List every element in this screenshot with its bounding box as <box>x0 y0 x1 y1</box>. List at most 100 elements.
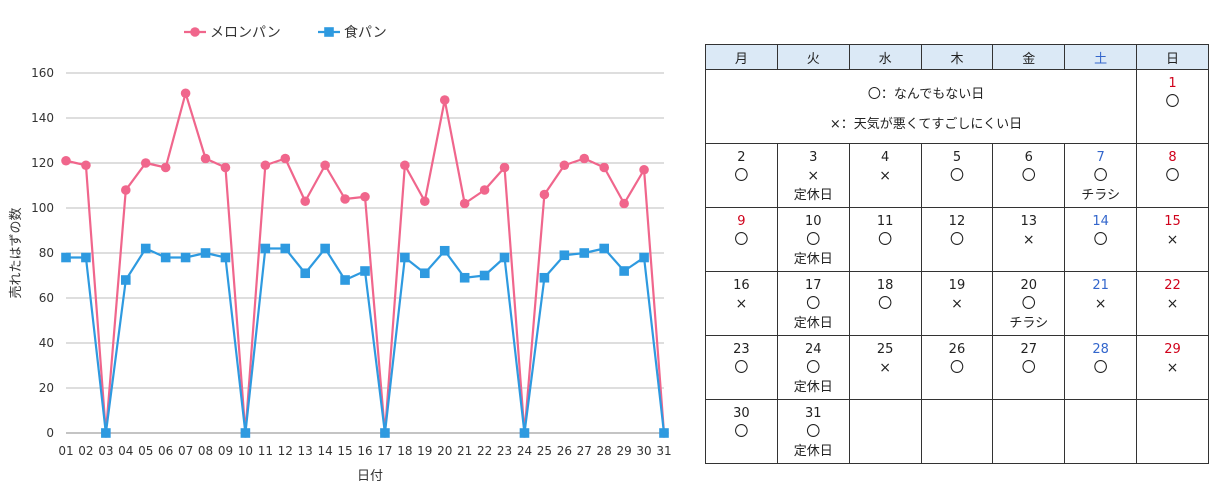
day-note: 定休日 <box>793 316 833 331</box>
day-number: 8 <box>1168 150 1177 165</box>
calendar-day-cell: 30 〇 <box>705 399 778 464</box>
normal-day-mark: 〇 <box>878 296 893 312</box>
series-2-point <box>140 243 151 254</box>
x-tick-label: 09 <box>218 444 233 458</box>
day-number: 20 <box>1020 278 1038 293</box>
calendar-empty-cell <box>1136 399 1209 464</box>
day-number: 22 <box>1164 278 1181 293</box>
x-tick-label: 05 <box>138 444 153 458</box>
bad-weather-mark: × <box>1094 296 1107 312</box>
weekday-header: 土 <box>1064 44 1138 70</box>
series-2-point <box>121 275 131 285</box>
day-number: 25 <box>876 342 894 357</box>
calendar-empty-cell <box>920 399 994 464</box>
calendar-day-cell: 31 〇定休日 <box>776 399 850 464</box>
series-1-point <box>61 155 71 166</box>
normal-day-mark: 〇 <box>878 232 893 248</box>
day-number: 27 <box>1020 342 1038 357</box>
weekday-header: 木 <box>920 44 994 70</box>
normal-day-mark: 〇 <box>949 168 964 184</box>
calendar-empty-cell <box>848 399 922 464</box>
y-tick-label: 100 <box>31 201 54 215</box>
series-2-point <box>619 266 629 276</box>
x-tick-label: 15 <box>337 444 352 458</box>
normal-day-mark: 〇 <box>806 232 821 248</box>
normal-day-mark: 〇 <box>1165 94 1180 110</box>
normal-day-mark: 〇 <box>806 296 821 312</box>
legend-marker-2 <box>324 27 334 37</box>
y-tick-label: 160 <box>31 66 54 80</box>
day-number: 16 <box>733 278 750 293</box>
series-1-point <box>340 194 350 204</box>
day-number: 14 <box>1092 214 1109 229</box>
series-1-point <box>220 162 231 173</box>
series-2-point <box>81 252 91 263</box>
series-1-point <box>479 185 490 195</box>
series-2-point <box>240 428 251 438</box>
x-tick-label: 11 <box>258 444 273 458</box>
series-2-point <box>659 428 669 438</box>
calendar-week-row: 30 〇 31 〇定休日 <box>705 399 1209 464</box>
series-2-point <box>200 248 211 258</box>
day-number: 1 <box>1168 76 1177 91</box>
series-1-point <box>320 160 330 171</box>
x-tick-label: 01 <box>58 444 73 458</box>
x-tick-label: 23 <box>497 444 512 458</box>
normal-day-mark: 〇 <box>949 360 964 376</box>
bad-weather-mark: × <box>1022 232 1035 248</box>
normal-day-mark: 〇 <box>1021 296 1036 312</box>
day-number: 2 <box>737 150 746 165</box>
y-tick-label: 80 <box>39 246 54 260</box>
x-tick-label: 13 <box>298 444 313 458</box>
series-2-point <box>539 272 550 283</box>
x-tick-label: 02 <box>78 444 93 458</box>
legend-line: ×：天気が悪くてすごしにくい日 <box>829 117 1023 132</box>
day-note: チラシ <box>1009 316 1049 331</box>
series-2-point <box>499 252 510 263</box>
x-tick-label: 22 <box>477 444 492 458</box>
x-axis-title: 日付 <box>357 469 383 484</box>
day-number: 13 <box>1020 214 1038 229</box>
calendar-week-row: 2 〇 3 × 定休日 4 × 5 〇 6 〇 7 〇チラシ 8 〇 <box>705 143 1209 208</box>
bad-weather-mark: × <box>1166 296 1179 312</box>
day-number: 21 <box>1092 278 1109 293</box>
calendar-header-row: 月火水木金土日 <box>705 44 1209 70</box>
calendar-day-cell: 20 〇チラシ <box>992 271 1066 336</box>
legend-label-2: 食パン <box>344 24 387 41</box>
series-1-point <box>619 198 629 209</box>
legend-label-1: メロンパン <box>210 25 281 41</box>
series-2-point <box>280 243 291 254</box>
bad-weather-mark: × <box>1166 360 1179 376</box>
calendar-empty-cell <box>1064 399 1138 464</box>
x-tick-label: 18 <box>397 444 412 458</box>
x-tick-label: 31 <box>656 444 671 458</box>
calendar-day-cell: 23 〇 <box>705 335 778 400</box>
calendar-day-cell: 10 〇定休日 <box>776 207 850 272</box>
normal-day-mark: 〇 <box>734 360 749 376</box>
day-number: 11 <box>876 214 894 229</box>
x-tick-label: 27 <box>577 444 592 458</box>
calendar-day-cell: 17 〇定休日 <box>776 271 850 336</box>
series-1-point <box>160 162 171 173</box>
y-axis-title: 売れたはずの数 <box>8 207 24 298</box>
day-number: 17 <box>804 278 822 293</box>
series-1-point <box>180 88 191 99</box>
y-tick-label: 20 <box>39 381 54 395</box>
calendar-day-cell: 12 〇 <box>920 207 994 272</box>
day-number: 19 <box>948 278 966 293</box>
weekday-header: 水 <box>848 44 922 70</box>
day-number: 23 <box>733 342 750 357</box>
series-1-point <box>539 189 550 200</box>
series-1-point <box>639 164 649 175</box>
series-1-point <box>280 153 291 164</box>
series-1-point <box>121 185 131 195</box>
calendar-day-cell: 11 〇 <box>848 207 922 272</box>
x-tick-label: 04 <box>118 444 133 458</box>
normal-day-mark: 〇 <box>1165 168 1180 184</box>
calendar-week-row: 23 〇 24 〇定休日 25 × 26 〇 27 〇 28 〇 29 × <box>705 335 1209 400</box>
series-2-point <box>180 252 191 263</box>
calendar-week-row: 9 〇 10 〇定休日 11 〇 12 〇 13 × 14 〇 15 × <box>705 207 1209 272</box>
series-2-point <box>400 252 410 263</box>
